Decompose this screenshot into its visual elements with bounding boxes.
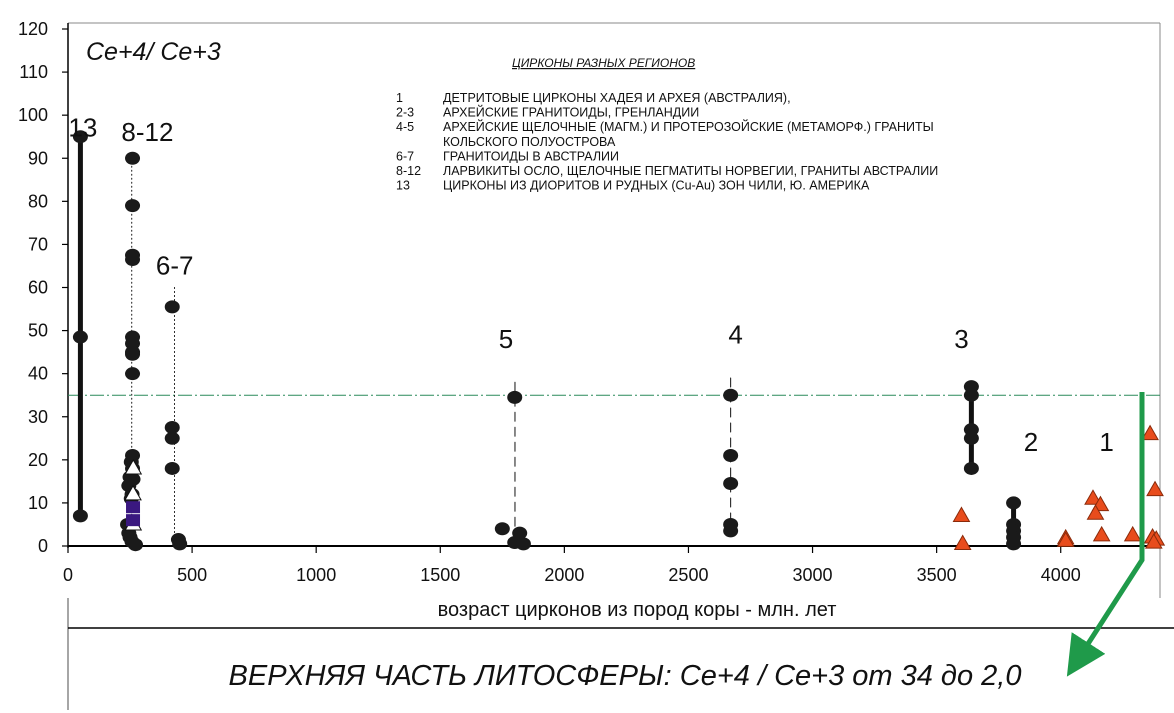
group-label-5: 5 — [499, 324, 513, 354]
data-point-3 — [963, 431, 979, 445]
legend-text: ЛАРВИКИТЫ ОСЛО, ЩЕЛОЧНЫЕ ПЕГМАТИТЫ НОРВЕ… — [443, 164, 938, 178]
y-tick-label: 20 — [28, 450, 48, 470]
x-tick-label: 0 — [63, 565, 73, 585]
legend-heading: ЦИРКОНЫ РАЗНЫХ РЕГИОНОВ — [512, 56, 695, 70]
y-tick-label: 0 — [38, 536, 48, 556]
data-point-8-12-triangle — [124, 459, 143, 475]
data-point-13 — [72, 330, 88, 344]
data-point-2 — [1006, 496, 1022, 510]
legend-text: АРХЕЙСКИЕ ЩЕЛОЧНЫЕ (МАГМ.) И ПРОТЕРОЗОЙС… — [443, 119, 934, 134]
data-point-2 — [1006, 537, 1022, 551]
data-point-1-triangle — [1146, 480, 1164, 497]
data-point-8-12 — [125, 151, 141, 165]
x-tick-label: 1500 — [420, 565, 460, 585]
data-point-4 — [723, 388, 739, 402]
x-tick-label: 500 — [177, 565, 207, 585]
data-point-8-12-square — [126, 501, 141, 514]
green-arrow — [1066, 392, 1145, 677]
data-point-5 — [494, 522, 510, 536]
data-point-6-7 — [164, 421, 180, 435]
legend-key: 2-3 — [396, 106, 414, 120]
group-label-2: 2 — [1024, 427, 1038, 457]
data-point-6-7 — [172, 537, 188, 551]
data-point-8-12 — [128, 538, 144, 552]
y-tick-label: 50 — [28, 321, 48, 341]
legend-key: 13 — [396, 179, 410, 193]
data-point-3-triangle — [953, 534, 972, 550]
group-label-1: 1 — [1099, 427, 1113, 457]
data-point-6-7 — [164, 461, 180, 475]
legend-key: 4-5 — [396, 120, 414, 134]
y-tick-label: 110 — [19, 62, 48, 82]
y-tick-label: 100 — [18, 105, 48, 125]
x-axis-label: возраст цирконов из пород коры - млн. ле… — [438, 599, 837, 621]
group-label-4: 4 — [728, 320, 742, 350]
data-point-3 — [963, 461, 979, 475]
legend-text: КОЛЬСКОГО ПОЛУОСТРОВА — [443, 135, 616, 149]
group-label-3: 3 — [954, 324, 968, 354]
legend-text: АРХЕЙСКИЕ ГРАНИТОИДЫ, ГРЕНЛАНДИИ — [443, 105, 699, 120]
x-tick-label: 2000 — [544, 565, 584, 585]
data-point-8-12 — [125, 347, 141, 361]
data-point-13 — [72, 130, 88, 144]
y-tick-label: 30 — [28, 407, 48, 427]
data-point-1-triangle — [1144, 533, 1163, 549]
data-point-6-7 — [164, 431, 180, 445]
data-point-5 — [515, 537, 531, 551]
data-point-5 — [512, 526, 528, 540]
data-point-8-12 — [125, 367, 141, 381]
data-point-3-triangle — [952, 506, 971, 522]
y-tick-label: 120 — [18, 19, 48, 39]
data-point-1-triangle — [1084, 489, 1102, 505]
data-point-1-triangle — [1141, 424, 1159, 441]
y-tick-label: 70 — [28, 234, 48, 254]
chart-title: Ce+4/ Ce+3 — [86, 38, 221, 66]
data-point-4 — [723, 524, 739, 538]
x-tick-label: 3000 — [793, 565, 833, 585]
legend-key: 1 — [396, 91, 403, 105]
legend-text: ЦИРКОНЫ ИЗ ДИОРИТОВ И РУДНЫХ (Cu-Au) ЗОН… — [443, 179, 870, 193]
x-tick-label: 3500 — [917, 565, 957, 585]
x-tick-label: 4000 — [1041, 565, 1081, 585]
x-tick-label: 2500 — [668, 565, 708, 585]
group-label-6-7: 6-7 — [156, 251, 194, 281]
data-point-8-12 — [125, 199, 141, 213]
y-tick-label: 60 — [28, 278, 48, 298]
data-point-4 — [723, 449, 739, 463]
group-label-13: 13 — [68, 113, 97, 143]
data-point-13 — [72, 509, 88, 523]
data-point-4 — [723, 477, 739, 491]
data-point-8-12-triangle — [124, 484, 142, 501]
legend: 1 ДЕТРИТОВЫЕ ЦИРКОНЫ ХАДЕЯ И АРХЕЯ (АВСТР… — [396, 91, 938, 193]
group-label-8-12: 8-12 — [121, 117, 173, 147]
data-point-1-triangle — [1123, 525, 1142, 542]
bottom-caption: ВЕРХНЯЯ ЧАСТЬ ЛИТОСФЕРЫ: Ce+4 / Ce+3 от … — [229, 660, 1022, 692]
data-point-1-triangle — [1086, 504, 1105, 520]
data-point-1-triangle — [1092, 525, 1111, 542]
x-tick-label: 1000 — [296, 565, 336, 585]
data-point-6-7 — [164, 300, 180, 314]
legend-text: ГРАНИТОИДЫ В АВСТРАЛИИ — [443, 149, 619, 163]
legend-key: 6-7 — [396, 149, 414, 163]
y-tick-label: 10 — [28, 493, 48, 513]
data-point-3 — [963, 388, 979, 402]
legend-text: ДЕТРИТОВЫЕ ЦИРКОНЫ ХАДЕЯ И АРХЕЯ (АВСТРА… — [443, 91, 791, 105]
y-tick-label: 80 — [28, 191, 48, 211]
y-tick-label: 40 — [28, 364, 48, 384]
data-point-5 — [507, 390, 523, 404]
y-tick-label: 90 — [28, 148, 48, 168]
data-point-8-12 — [125, 252, 141, 266]
data-point-1-triangle — [1056, 531, 1075, 547]
legend-key: 8-12 — [396, 164, 421, 178]
data-point-8-12-square — [126, 514, 141, 527]
